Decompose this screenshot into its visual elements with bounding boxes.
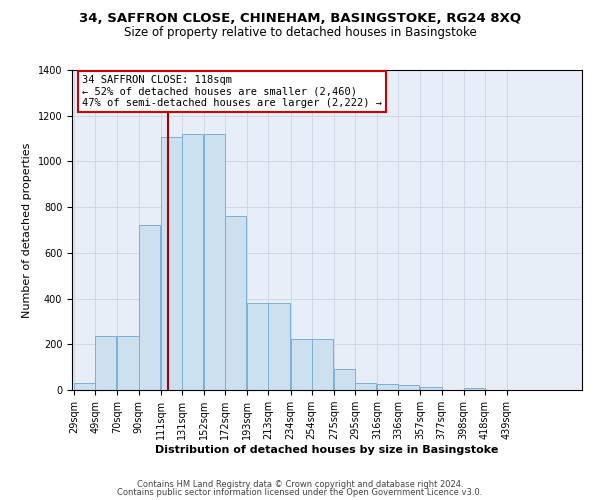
Bar xyxy=(268,303,290,390)
Bar xyxy=(421,386,442,390)
Bar xyxy=(464,388,485,390)
Bar xyxy=(204,134,225,390)
Bar xyxy=(74,383,95,390)
Y-axis label: Number of detached properties: Number of detached properties xyxy=(22,142,32,318)
Bar xyxy=(182,134,203,390)
Bar xyxy=(225,216,246,390)
Bar xyxy=(118,336,139,390)
Text: 34 SAFFRON CLOSE: 118sqm
← 52% of detached houses are smaller (2,460)
47% of sem: 34 SAFFRON CLOSE: 118sqm ← 52% of detach… xyxy=(82,75,382,108)
Text: Size of property relative to detached houses in Basingstoke: Size of property relative to detached ho… xyxy=(124,26,476,39)
Text: 34, SAFFRON CLOSE, CHINEHAM, BASINGSTOKE, RG24 8XQ: 34, SAFFRON CLOSE, CHINEHAM, BASINGSTOKE… xyxy=(79,12,521,26)
Bar xyxy=(247,303,268,390)
Bar xyxy=(355,383,376,390)
Bar xyxy=(377,384,398,390)
Bar xyxy=(139,226,160,390)
Bar xyxy=(161,138,182,390)
Text: Contains HM Land Registry data © Crown copyright and database right 2024.: Contains HM Land Registry data © Crown c… xyxy=(137,480,463,489)
Bar xyxy=(290,338,311,390)
Bar xyxy=(398,386,419,390)
Bar xyxy=(334,370,355,390)
Bar xyxy=(311,338,333,390)
Text: Contains public sector information licensed under the Open Government Licence v3: Contains public sector information licen… xyxy=(118,488,482,497)
Bar xyxy=(95,336,116,390)
X-axis label: Distribution of detached houses by size in Basingstoke: Distribution of detached houses by size … xyxy=(155,445,499,455)
